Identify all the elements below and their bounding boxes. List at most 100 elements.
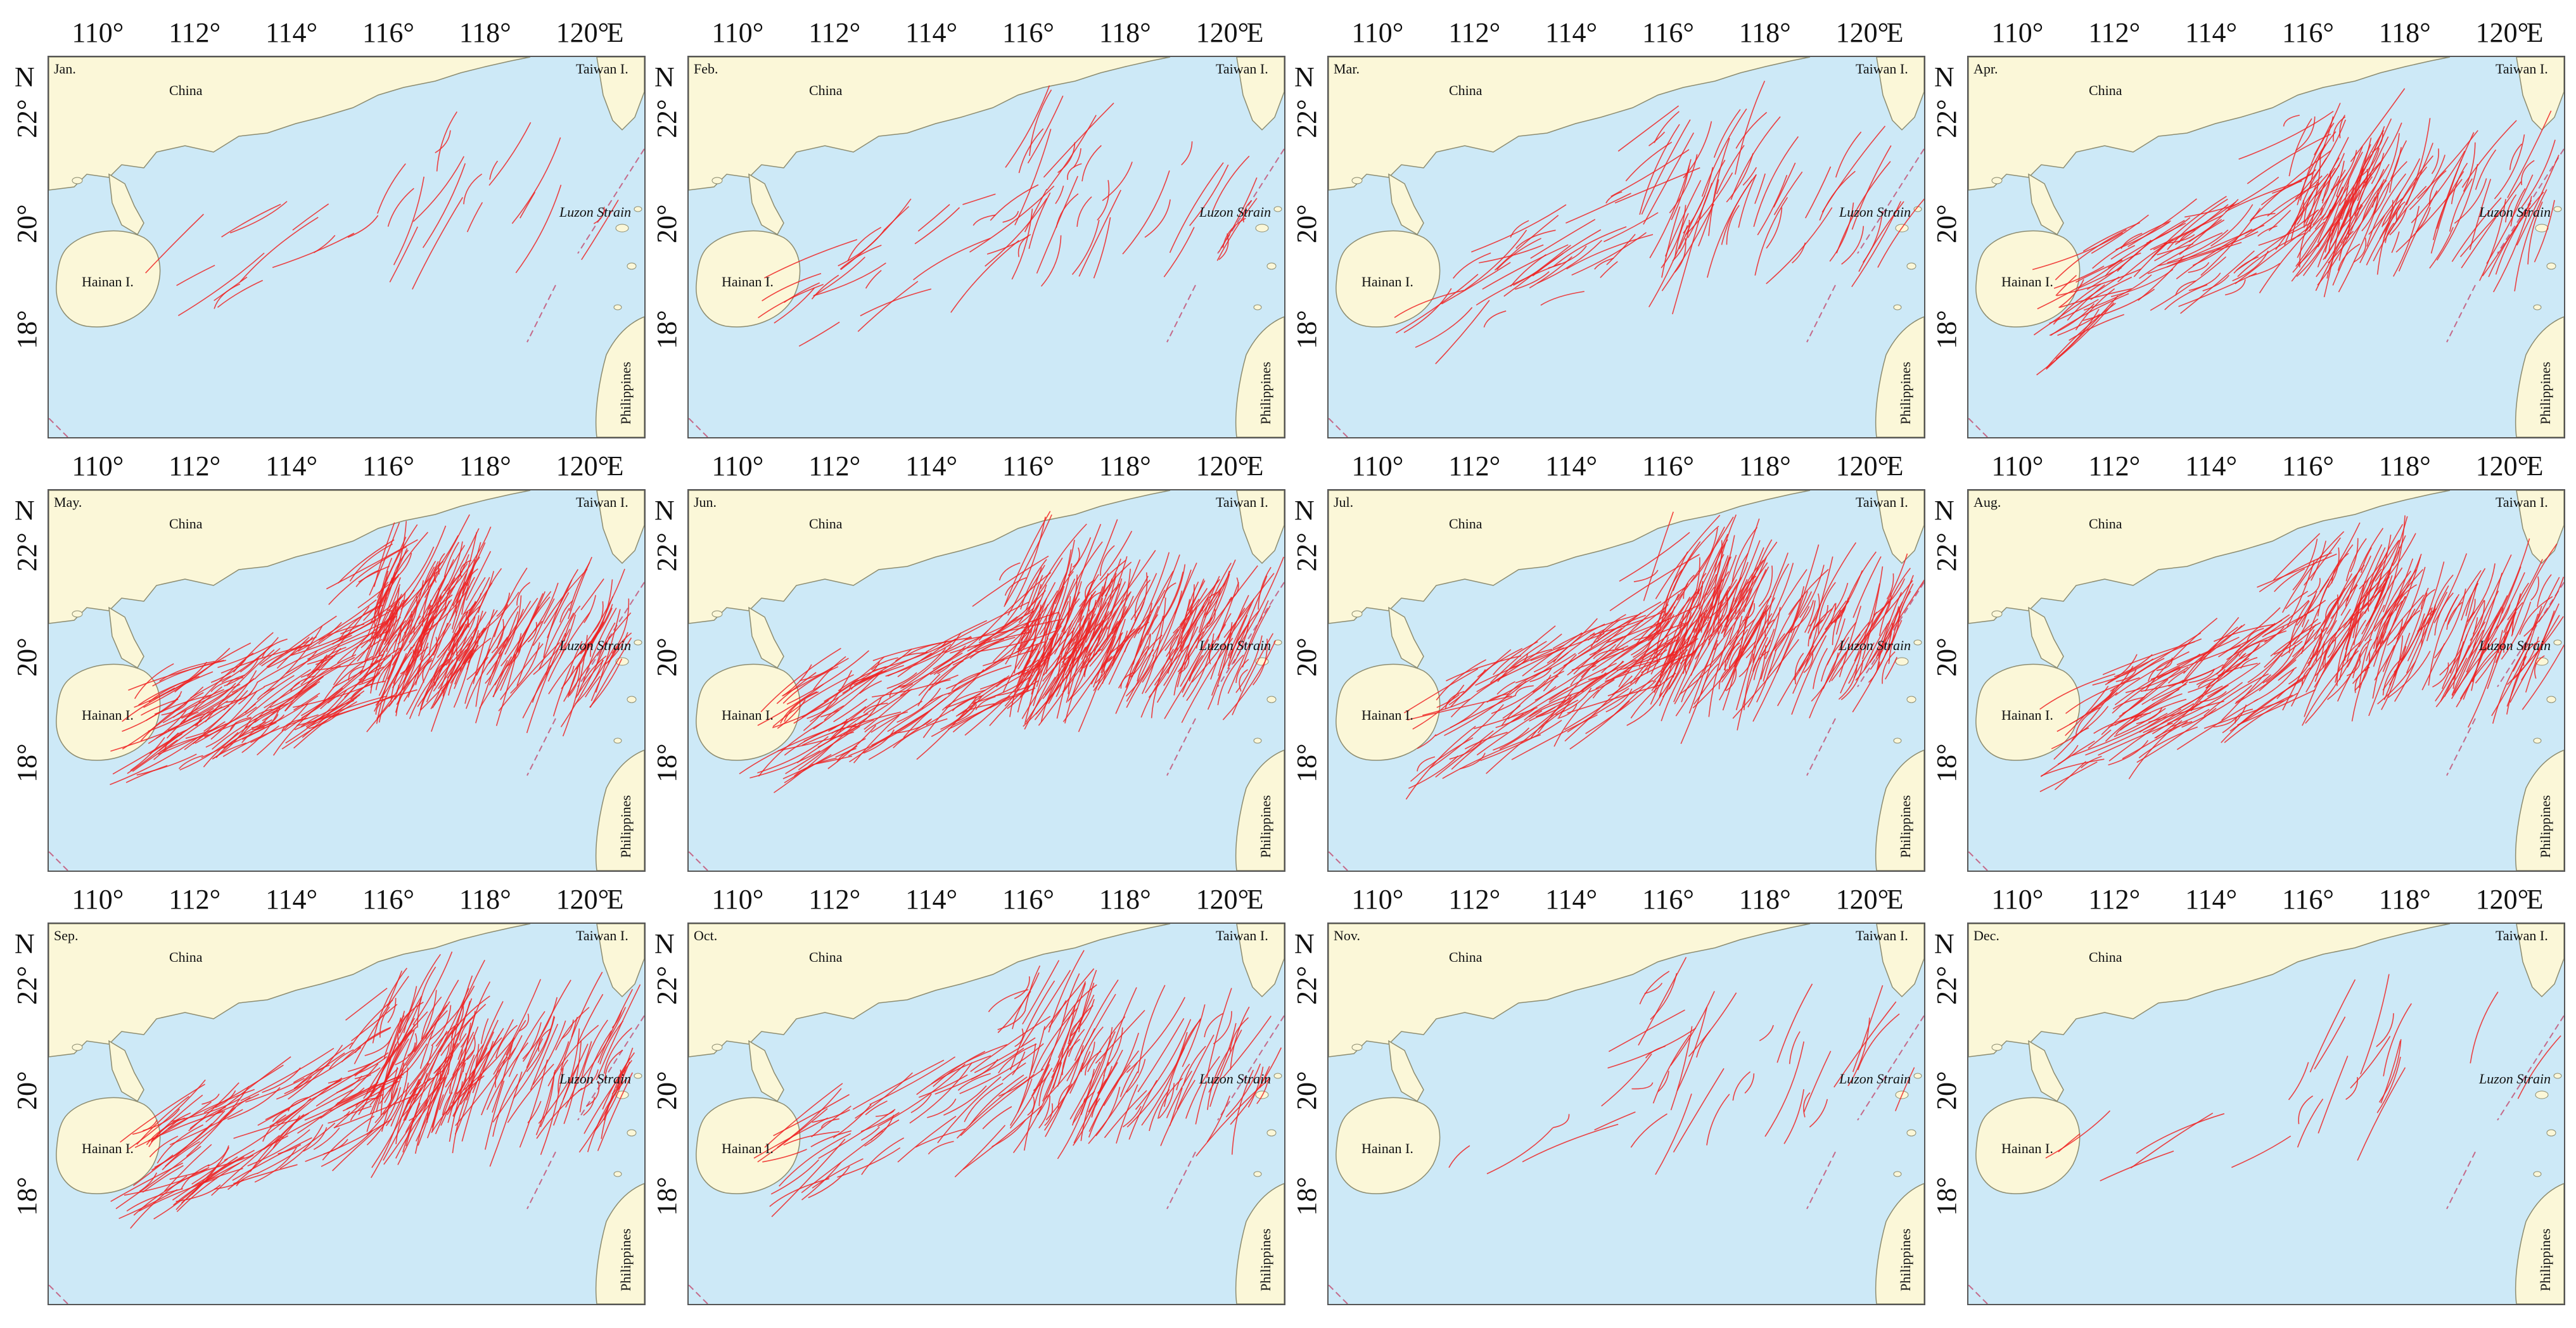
wave-track bbox=[458, 615, 480, 661]
map-canvas bbox=[1329, 57, 1924, 437]
boundary-line bbox=[1968, 1284, 1988, 1304]
wave-track bbox=[2274, 568, 2305, 592]
wave-track bbox=[1835, 131, 1862, 178]
wave-track bbox=[313, 1127, 340, 1150]
latitude-tick-label: 20° bbox=[651, 1071, 682, 1111]
wave-track bbox=[1189, 654, 1203, 682]
wave-track bbox=[1735, 611, 1764, 711]
wave-track bbox=[292, 203, 329, 231]
wave-track bbox=[494, 567, 528, 637]
wave-track bbox=[820, 1118, 839, 1128]
longitude-tick-label: 114° bbox=[265, 17, 318, 48]
small-island bbox=[1266, 696, 1277, 703]
month-label: Nov. bbox=[1334, 928, 1360, 943]
wave-track bbox=[462, 556, 480, 594]
wave-track bbox=[404, 596, 418, 634]
hainan-label: Hainan I. bbox=[2001, 1140, 2053, 1156]
longitude-tick-label: 116° bbox=[1642, 884, 1694, 915]
wave-track bbox=[1403, 668, 1479, 713]
wave-track bbox=[1650, 637, 1675, 675]
wave-track bbox=[257, 1122, 336, 1174]
wave-track bbox=[351, 620, 390, 657]
wave-track bbox=[2517, 1035, 2561, 1099]
wave-track bbox=[2143, 684, 2229, 734]
wave-track bbox=[2318, 1056, 2349, 1133]
wave-track bbox=[2382, 556, 2421, 644]
wave-track bbox=[593, 207, 605, 224]
wave-track bbox=[559, 614, 577, 659]
wave-track bbox=[1723, 615, 1743, 670]
wave-track bbox=[964, 672, 1032, 736]
wave-track bbox=[1713, 109, 1741, 158]
wave-track bbox=[1014, 1028, 1024, 1047]
leizhou-peninsula bbox=[108, 1040, 144, 1102]
wave-track bbox=[2304, 603, 2369, 678]
wave-track bbox=[1435, 694, 1516, 737]
wave-track bbox=[1222, 217, 1246, 248]
wave-track bbox=[2368, 568, 2382, 612]
wave-track bbox=[1088, 1049, 1123, 1113]
wave-track bbox=[1066, 523, 1102, 623]
wave-track bbox=[1563, 620, 1644, 667]
wave-track bbox=[459, 649, 471, 672]
boundary-line bbox=[1968, 418, 1988, 437]
wave-track bbox=[835, 745, 858, 758]
wave-track bbox=[952, 691, 1023, 733]
luzon-island bbox=[1875, 316, 1924, 437]
wave-track bbox=[1719, 577, 1742, 625]
wave-track bbox=[2383, 632, 2411, 700]
wave-track bbox=[2268, 210, 2292, 231]
wave-track bbox=[2461, 181, 2522, 269]
wave-track bbox=[2381, 635, 2404, 710]
wave-track bbox=[2459, 645, 2503, 699]
wave-track bbox=[2203, 673, 2269, 717]
hainan-label: Hainan I. bbox=[2001, 707, 2053, 723]
wave-track bbox=[2105, 638, 2202, 686]
wave-track bbox=[386, 970, 403, 1008]
wave-track bbox=[1090, 657, 1113, 685]
wave-track bbox=[2376, 192, 2401, 275]
wave-track bbox=[1633, 570, 1659, 582]
wave-track bbox=[1589, 604, 1669, 656]
wave-track bbox=[400, 535, 459, 610]
wave-track bbox=[2300, 122, 2335, 201]
wave-track bbox=[369, 1061, 394, 1106]
map-frame: Aug. China Taiwan I. Hainan I. Luzon Strain P… bbox=[1967, 489, 2565, 872]
wave-track bbox=[2469, 179, 2492, 250]
wave-track bbox=[1731, 527, 1758, 582]
wave-track bbox=[1496, 647, 1564, 680]
wave-track bbox=[929, 679, 951, 691]
wave-track bbox=[1005, 85, 1050, 168]
wave-track bbox=[203, 708, 231, 732]
wave-track bbox=[293, 694, 360, 749]
wave-track bbox=[2250, 150, 2331, 220]
longitude-tick-label: 114° bbox=[2185, 450, 2238, 482]
wave-track bbox=[1873, 578, 1906, 616]
wave-track bbox=[422, 660, 433, 683]
wave-track bbox=[374, 1063, 405, 1123]
wave-track bbox=[1486, 1127, 1553, 1175]
wave-track bbox=[2373, 533, 2416, 594]
wave-track bbox=[263, 650, 318, 687]
philippines-label: Philippines bbox=[618, 795, 634, 858]
wave-track bbox=[284, 683, 317, 712]
wave-track bbox=[251, 714, 285, 729]
wave-track bbox=[132, 1154, 174, 1187]
wave-track bbox=[132, 1119, 158, 1135]
wave-track bbox=[926, 620, 988, 653]
wave-track bbox=[1655, 514, 1721, 599]
wave-track bbox=[1217, 582, 1239, 641]
wave-track bbox=[1242, 605, 1271, 668]
wave-track bbox=[1004, 511, 1051, 606]
luzon-strait-label: Luzon Strain bbox=[559, 204, 632, 220]
wave-track bbox=[784, 282, 820, 303]
wave-track bbox=[156, 1124, 204, 1164]
wave-track bbox=[1235, 658, 1249, 684]
wave-track bbox=[488, 611, 519, 686]
wave-track bbox=[1044, 627, 1074, 696]
track-group bbox=[110, 951, 641, 1229]
wave-track bbox=[2382, 196, 2405, 227]
wave-track bbox=[2357, 1067, 2406, 1161]
wave-track bbox=[489, 1071, 523, 1167]
wave-track bbox=[532, 1020, 566, 1085]
